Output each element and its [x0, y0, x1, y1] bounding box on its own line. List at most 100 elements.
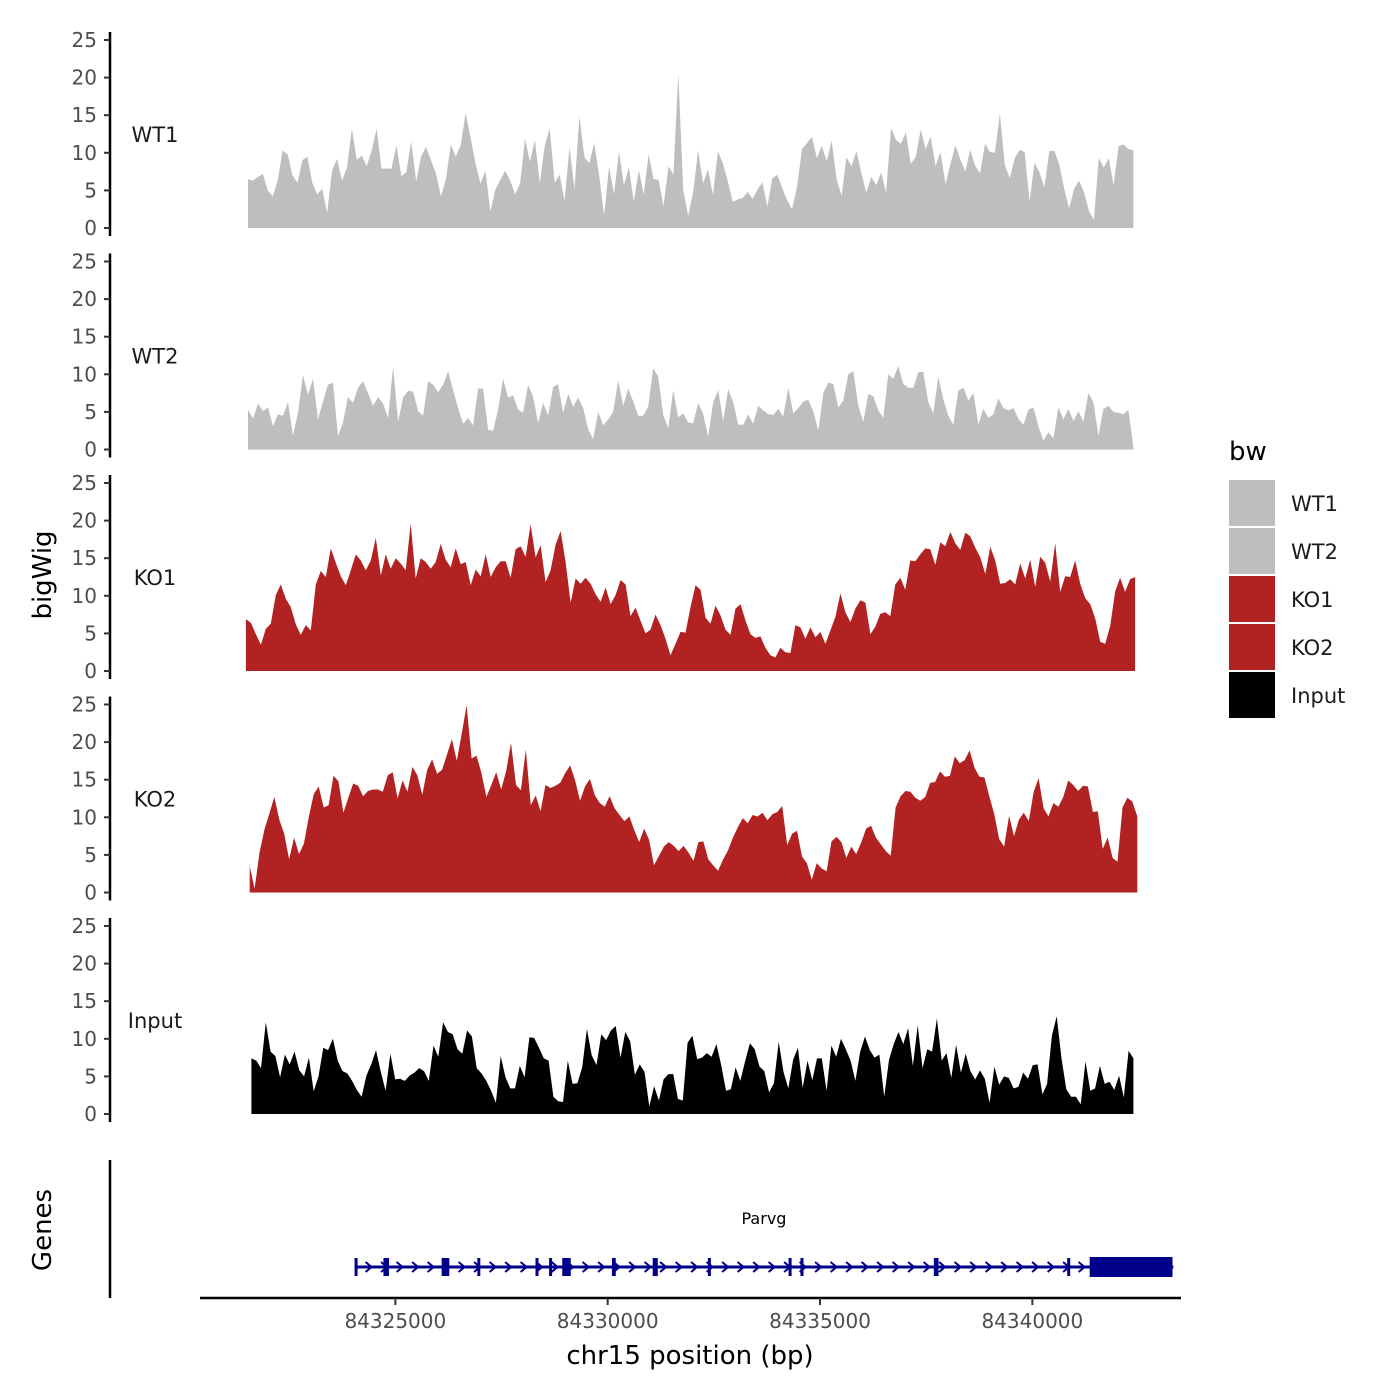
track-label: WT2 — [132, 345, 179, 369]
exon — [477, 1258, 481, 1276]
strand-arrow — [752, 1261, 761, 1273]
strand-arrow — [364, 1261, 374, 1273]
strand-arrow — [736, 1261, 746, 1273]
y-tick-label: 5 — [84, 843, 97, 867]
legend-label-ko2: KO2 — [1291, 636, 1334, 660]
exon — [652, 1258, 658, 1276]
track-wt1: 0 5 10 15 20 25 WT1 — [72, 28, 1134, 240]
exon — [800, 1258, 804, 1276]
strand-arrow — [457, 1261, 467, 1273]
legend-key-ko1 — [1229, 576, 1275, 622]
strand-arrow — [1077, 1261, 1087, 1273]
strand-arrow — [1031, 1261, 1040, 1273]
y-tick-label: 15 — [72, 989, 97, 1013]
x-tick-label: 84325000 — [344, 1309, 446, 1333]
y-tick-label: 25 — [72, 28, 97, 52]
strand-arrow — [860, 1261, 870, 1273]
strand-arrow — [1046, 1261, 1056, 1273]
track-label: Input — [128, 1009, 182, 1033]
y-tick-label: 20 — [72, 66, 97, 90]
y-tick-label: 10 — [72, 584, 97, 608]
x-tick-label: 84330000 — [557, 1309, 659, 1333]
strand-arrow — [969, 1261, 978, 1273]
y-tick-label: 20 — [72, 287, 97, 311]
exon — [562, 1258, 571, 1276]
y-tick-label: 5 — [84, 178, 97, 202]
strand-arrow — [938, 1261, 947, 1273]
strand-arrow — [876, 1261, 885, 1273]
x-tick-label: 84340000 — [981, 1309, 1083, 1333]
strand-arrow — [829, 1261, 839, 1273]
strand-arrow — [1015, 1261, 1025, 1273]
gene-label: Parvg — [742, 1209, 787, 1228]
genes-panel: Parvg — [108, 1160, 1174, 1298]
legend-label-ko1: KO1 — [1291, 588, 1334, 612]
y-tick-label: 0 — [84, 1102, 97, 1126]
strand-arrow — [411, 1261, 420, 1273]
exon — [549, 1258, 553, 1276]
track-ko2: 0 5 10 15 20 25 KO2 — [72, 693, 1138, 905]
track-label: WT1 — [132, 123, 179, 147]
y-tick-label: 20 — [72, 509, 97, 533]
area-ko1 — [245, 523, 1136, 671]
y-tick-label: 20 — [72, 730, 97, 754]
strand-arrow — [767, 1261, 777, 1273]
area-wt1 — [248, 73, 1134, 228]
y-tick-label: 5 — [84, 621, 97, 645]
exon — [933, 1258, 939, 1276]
y-tick-label: 0 — [84, 881, 97, 905]
x-axis: 84325000 84330000 84335000 84340000 — [200, 1296, 1181, 1333]
track-input: 0 5 10 15 20 25 Input — [72, 914, 1134, 1126]
strand-arrow — [504, 1261, 513, 1273]
legend-label-input: Input — [1291, 684, 1345, 708]
strand-arrow — [891, 1261, 901, 1273]
y-tick-label: 5 — [84, 400, 97, 424]
track-wt2: 0 5 10 15 20 25 WT2 — [72, 250, 1134, 462]
y-tick-label: 15 — [72, 546, 97, 570]
y-tick-label: 0 — [84, 438, 97, 462]
strand-arrow — [643, 1261, 653, 1273]
area-wt2 — [248, 366, 1134, 450]
strand-arrow — [581, 1261, 591, 1273]
legend: bw WT1 WT2 KO1 KO2 Input — [1229, 437, 1345, 718]
y-tick-label: 10 — [72, 1027, 97, 1051]
exon — [383, 1258, 389, 1276]
strand-arrow — [395, 1261, 405, 1273]
legend-label-wt2: WT2 — [1291, 540, 1338, 564]
strand-arrow — [907, 1261, 916, 1273]
y-tick-label: 15 — [72, 103, 97, 127]
legend-key-input — [1229, 672, 1275, 718]
area-ko2 — [249, 705, 1138, 893]
track-ko1: 0 5 10 15 20 25 KO1 — [72, 471, 1136, 683]
legend-key-ko2 — [1229, 624, 1275, 670]
genes-axis-title: Genes — [28, 1189, 58, 1271]
strand-arrow — [488, 1261, 498, 1273]
y-tick-label: 25 — [72, 914, 97, 938]
strand-arrow — [721, 1261, 730, 1273]
strand-arrow — [953, 1261, 963, 1273]
y-tick-label: 25 — [72, 471, 97, 495]
legend-key-wt2 — [1229, 528, 1275, 574]
strand-arrow — [659, 1261, 668, 1273]
track-label: KO1 — [134, 566, 177, 590]
strand-arrow — [1000, 1261, 1009, 1273]
exon — [611, 1258, 616, 1276]
y-tick-label: 20 — [72, 952, 97, 976]
strand-arrow — [628, 1261, 637, 1273]
y-tick-label: 15 — [72, 325, 97, 349]
y-tick-label: 25 — [72, 693, 97, 717]
strand-arrow — [814, 1261, 823, 1273]
strand-arrow — [845, 1261, 854, 1273]
tracks: 0510152025WT10510152025WT20510152025KO10… — [72, 28, 1138, 1126]
legend-label-wt1: WT1 — [1291, 492, 1338, 516]
strand-arrow — [922, 1261, 932, 1273]
x-tick-label: 84335000 — [769, 1309, 871, 1333]
strand-arrow — [674, 1261, 684, 1273]
exon — [1089, 1257, 1173, 1277]
y-tick-label: 10 — [72, 141, 97, 165]
strand-arrow — [519, 1261, 529, 1273]
strand-arrow — [690, 1261, 699, 1273]
legend-title: bw — [1229, 437, 1267, 467]
exon — [788, 1258, 792, 1276]
